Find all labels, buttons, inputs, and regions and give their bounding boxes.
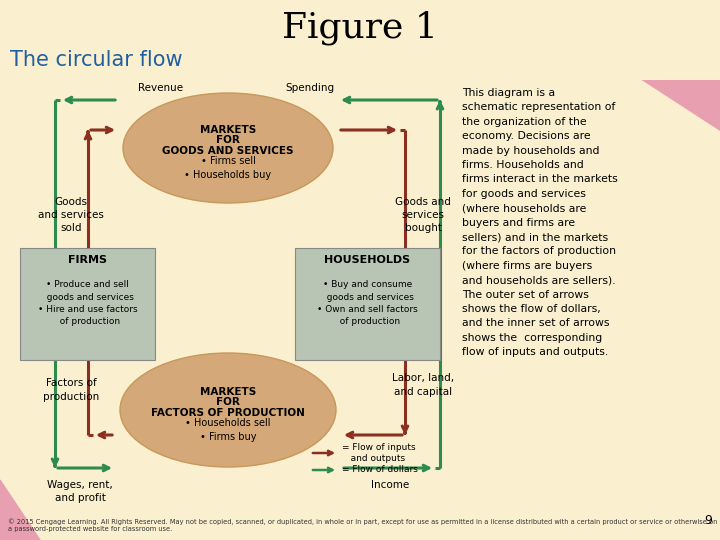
Text: Wages, rent,
and profit: Wages, rent, and profit <box>47 480 113 503</box>
Text: MARKETS: MARKETS <box>200 125 256 135</box>
Text: Income: Income <box>371 480 409 490</box>
Text: This diagram is a
schematic representation of
the organization of the
economy. D: This diagram is a schematic representati… <box>462 88 618 357</box>
Text: FIRMS: FIRMS <box>68 255 107 265</box>
Text: Spending: Spending <box>285 83 335 93</box>
Polygon shape <box>0 480 40 540</box>
Text: FOR: FOR <box>216 135 240 145</box>
Text: The circular flow: The circular flow <box>10 50 183 70</box>
Text: • Produce and sell
  goods and services
• Hire and use factors
  of production: • Produce and sell goods and services • … <box>37 280 138 327</box>
FancyBboxPatch shape <box>20 248 155 360</box>
Ellipse shape <box>123 93 333 203</box>
Text: • Households sell
• Firms buy: • Households sell • Firms buy <box>185 418 271 442</box>
Text: © 2015 Cengage Learning. All Rights Reserved. May not be copied, scanned, or dup: © 2015 Cengage Learning. All Rights Rese… <box>8 518 717 532</box>
FancyBboxPatch shape <box>295 248 440 360</box>
Ellipse shape <box>120 353 336 467</box>
Text: = Flow of inputs
   and outputs: = Flow of inputs and outputs <box>342 443 415 463</box>
Text: HOUSEHOLDS: HOUSEHOLDS <box>325 255 410 265</box>
Text: • Firms sell
• Households buy: • Firms sell • Households buy <box>184 156 271 180</box>
Text: Labor, land,
and capital: Labor, land, and capital <box>392 373 454 396</box>
Text: FACTORS OF PRODUCTION: FACTORS OF PRODUCTION <box>151 408 305 418</box>
Text: Goods and
services
bought: Goods and services bought <box>395 197 451 233</box>
Text: • Buy and consume
  goods and services
• Own and sell factors
  of production: • Buy and consume goods and services • O… <box>317 280 418 327</box>
FancyBboxPatch shape <box>0 0 720 80</box>
Text: Revenue: Revenue <box>138 83 184 93</box>
Text: Figure 1: Figure 1 <box>282 11 438 45</box>
Text: GOODS AND SERVICES: GOODS AND SERVICES <box>162 146 294 156</box>
Polygon shape <box>520 0 720 130</box>
Text: Goods
and services
sold: Goods and services sold <box>38 197 104 233</box>
Text: FOR: FOR <box>216 397 240 407</box>
Text: Factors of
production: Factors of production <box>43 379 99 402</box>
Text: = Flow of dollars: = Flow of dollars <box>342 465 418 475</box>
Text: 9: 9 <box>704 514 712 526</box>
Text: MARKETS: MARKETS <box>200 387 256 397</box>
